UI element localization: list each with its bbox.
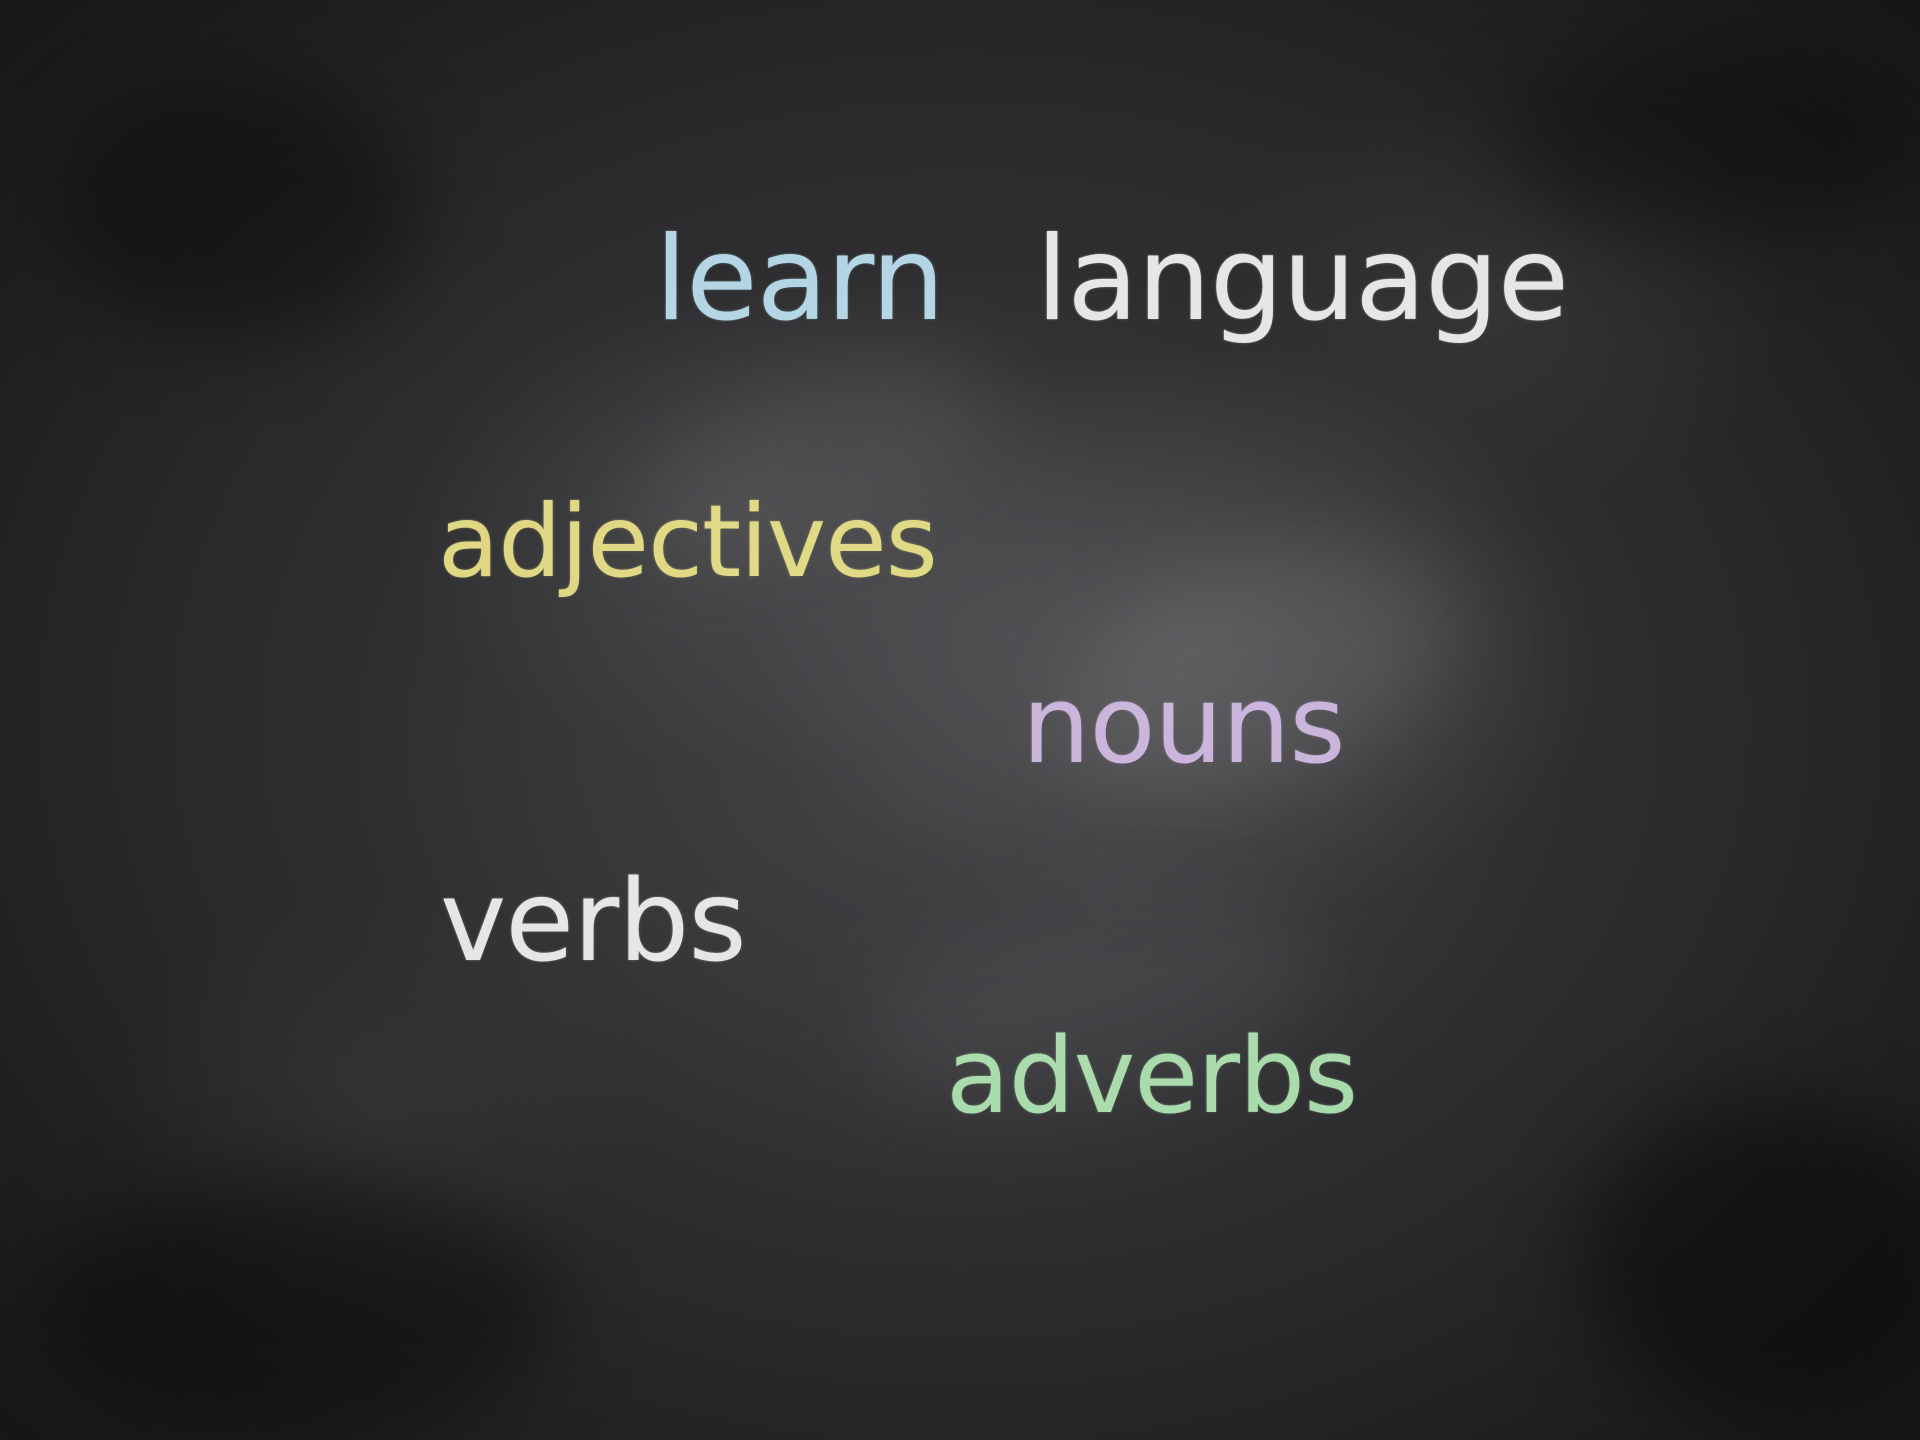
word-language: language	[1036, 212, 1569, 347]
dark-vignette	[1500, 40, 1920, 240]
word-nouns: nouns	[1022, 663, 1346, 788]
dark-vignette	[60, 80, 420, 340]
word-learn: learn	[655, 212, 945, 347]
word-adjectives: adjectives	[438, 483, 938, 600]
dark-vignette	[1580, 1100, 1920, 1420]
word-adverbs: adverbs	[946, 1015, 1358, 1137]
word-verbs: verbs	[440, 857, 747, 987]
dark-vignette	[40, 1180, 560, 1440]
